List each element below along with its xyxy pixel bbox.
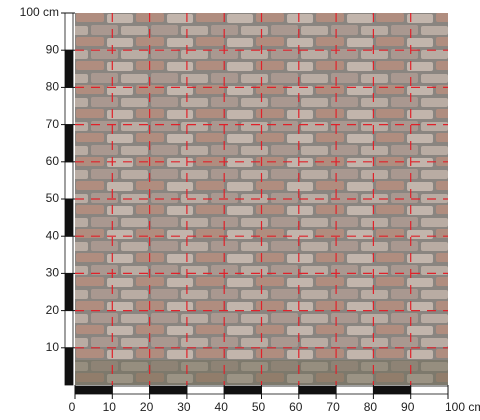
ruler-segment [64,12,74,51]
ruler-segment [223,385,262,395]
y-tick-label: 50 [46,191,60,205]
x-tick-label: 0 [69,400,76,414]
ruler-segment [64,235,74,274]
y-tick-label: 90 [46,42,60,56]
x-tick-label: 60 [289,400,303,414]
ruler-segment [149,385,188,395]
x-tick-label: 10 [103,400,117,414]
ruler-segment [64,347,74,386]
rulers [61,12,449,399]
measurement-grid [75,13,448,385]
x-tick-label: 80 [364,400,378,414]
y-tick-label: 70 [46,117,60,131]
x-tick-label: 20 [140,400,154,414]
x-tick-label: 70 [326,400,340,414]
ruler-segment [64,272,74,311]
y-tick-label: 60 [46,154,60,168]
ruler-segment [64,87,74,126]
ruler-segment [111,385,151,395]
x-tick-label: 90 [401,400,415,414]
x-tick-label: 100 cm [445,400,480,414]
ruler-segment [410,385,449,395]
ruler-segment [298,385,337,395]
ruler-segment [64,124,74,163]
axis-labels: 0 10 20 30 40 50 60 70 80 90 100 cm 10 20 30 40 50 60 70 8… [20,5,480,414]
ruler-segment [64,198,74,237]
ruler-segment [64,49,74,88]
y-tick-label: 80 [46,80,60,94]
ruler-segment [74,385,113,395]
x-tick-label: 50 [252,400,266,414]
ruler-segment [64,310,74,349]
ruler-segment [186,385,225,395]
ruler-segment [261,385,300,395]
x-tick-label: 40 [215,400,229,414]
y-tick-label: 30 [46,266,60,280]
ruler-segment [335,385,374,395]
x-tick-label: 30 [177,400,191,414]
y-tick-label: 20 [46,303,60,317]
y-tick-label: 40 [46,228,60,242]
y-tick-label: 10 [46,340,60,354]
ruler-segment [64,161,74,200]
ruler-segment [372,385,412,395]
y-tick-label: 100 cm [20,5,59,19]
